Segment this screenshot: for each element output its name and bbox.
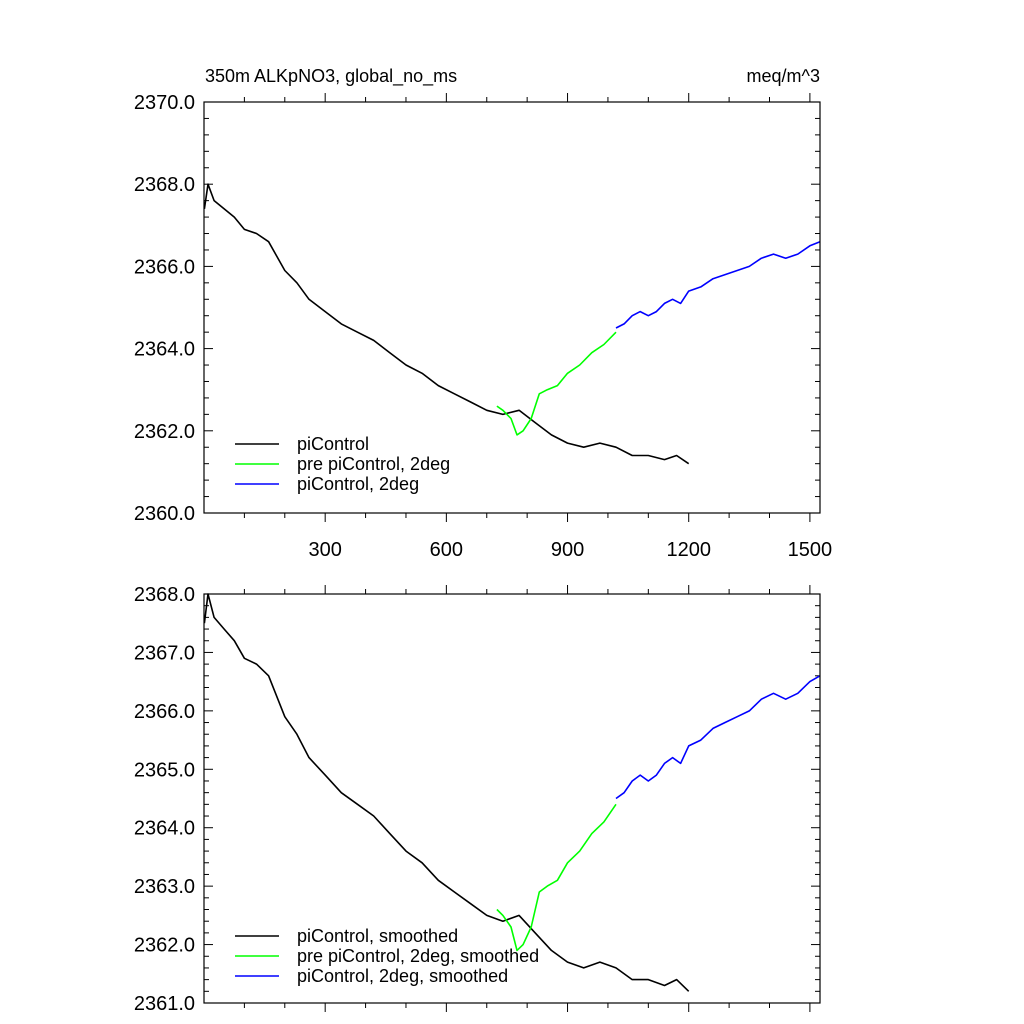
top-panel: 350m ALKpNO3, global_no_ms meq/m^3 2360.… — [134, 66, 832, 561]
legend-label: piControl, smoothed — [297, 926, 458, 946]
legend-label: piControl, 2deg, smoothed — [297, 966, 508, 986]
top-series-group — [203, 183, 821, 465]
y-tick-label: 2367.0 — [134, 642, 195, 664]
y-tick-label: 2364.0 — [134, 339, 195, 361]
series-line-3 — [615, 675, 821, 800]
bottom-panel: 2361.0 2362.0 2363.0 2364.0 2365.0 2366.0 2367… — [134, 584, 821, 1015]
y-tick-label: 2365.0 — [134, 759, 195, 781]
y-tick-label: 2366.0 — [134, 701, 195, 723]
legend-label: piControl, 2deg — [297, 474, 419, 494]
x-tick-label: 300 — [308, 539, 341, 561]
y-tick-label: 2360.0 — [134, 503, 195, 525]
bottom-series-group — [203, 593, 821, 992]
legend-label: pre piControl, 2deg, smoothed — [297, 946, 539, 966]
y-tick-label: 2370.0 — [134, 92, 195, 114]
series-line-1 — [203, 593, 690, 992]
series-line-3 — [615, 240, 821, 329]
top-chart-title: 350m ALKpNO3, global_no_ms — [205, 66, 457, 87]
y-tick-label: 2368.0 — [134, 174, 195, 196]
y-tick-label: 2361.0 — [134, 993, 195, 1015]
legend-label: pre piControl, 2deg — [297, 454, 450, 474]
y-tick-label: 2362.0 — [134, 935, 195, 957]
y-tick-label: 2364.0 — [134, 818, 195, 840]
y-tick-label: 2363.0 — [134, 876, 195, 898]
y-tick-label: 2366.0 — [134, 256, 195, 278]
series-line-2 — [496, 803, 617, 952]
y-tick-label: 2362.0 — [134, 421, 195, 443]
top-chart-units: meq/m^3 — [747, 66, 820, 86]
bottom-tick-group: 2361.0 2362.0 2363.0 2364.0 2365.0 2366.0 2367… — [134, 584, 820, 1015]
series-line-1 — [203, 183, 690, 465]
bottom-plot-frame — [203, 593, 821, 1004]
series-line-2 — [496, 331, 617, 436]
x-tick-label: 1200 — [666, 539, 711, 561]
legend-label: piControl — [297, 434, 369, 454]
x-tick-label: 600 — [430, 539, 463, 561]
x-tick-label: 1500 — [788, 539, 833, 561]
x-tick-label: 900 — [551, 539, 584, 561]
top-plot-frame — [203, 101, 821, 514]
top-tick-group: 2360.0 2362.0 2364.0 2366.0 2368.0 2370.0 300 6… — [134, 92, 832, 561]
y-tick-label: 2368.0 — [134, 584, 195, 606]
